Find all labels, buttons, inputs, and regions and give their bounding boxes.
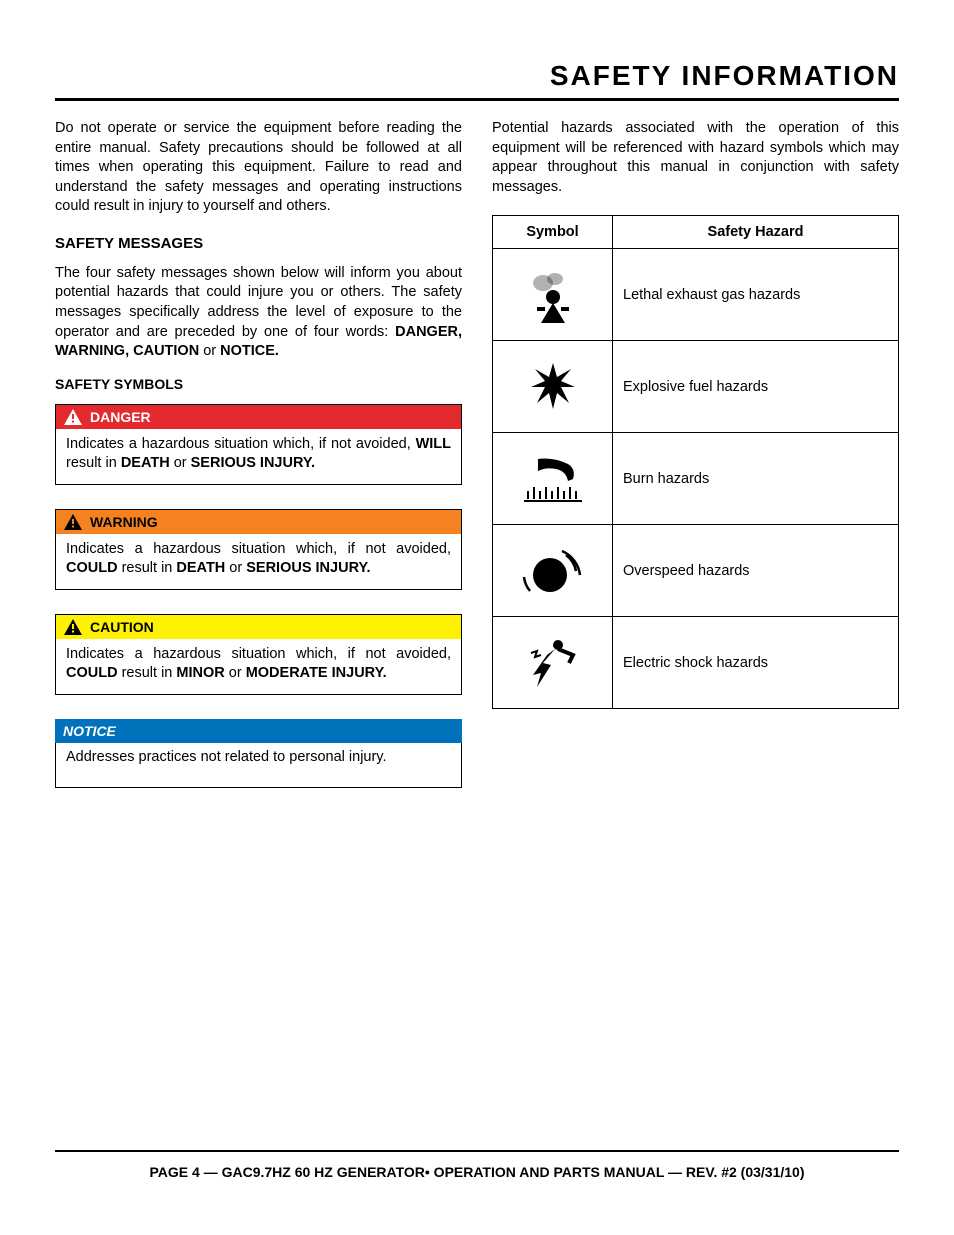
danger-body: Indicates a hazardous situation which, i… — [56, 429, 461, 484]
hazard-table: Symbol Safety Hazard — [492, 215, 899, 709]
symbol-cell — [493, 433, 613, 525]
text: Indicates a hazardous situation which, i… — [66, 436, 416, 452]
table-row: Overspeed hazards — [493, 525, 899, 617]
table-row: Electric shock hazards — [493, 617, 899, 709]
safety-notice-bold: NOTICE. — [220, 343, 279, 359]
caution-label: CAUTION — [90, 619, 154, 635]
hazard-cell: Lethal exhaust gas hazards — [613, 249, 899, 341]
exhaust-gas-icon — [523, 265, 583, 325]
right-intro-paragraph: Potential hazards associated with the op… — [492, 119, 899, 197]
left-column: Do not operate or service the equipment … — [55, 119, 462, 812]
danger-header: DANGER — [56, 405, 461, 429]
overspeed-icon — [520, 541, 586, 601]
caution-header: CAUTION — [56, 615, 461, 639]
notice-body: Addresses practices not related to perso… — [55, 743, 462, 788]
text: Indicates a hazardous situation which, i… — [66, 646, 451, 662]
table-row: Explosive fuel hazards — [493, 341, 899, 433]
hazard-cell: Electric shock hazards — [613, 617, 899, 709]
explosion-icon — [523, 357, 583, 417]
text: Indicates a hazardous situation which, i… — [66, 541, 451, 557]
text-bold: DEATH — [176, 560, 225, 576]
text: result in — [66, 455, 121, 471]
caution-body: Indicates a hazardous situation which, i… — [56, 639, 461, 694]
danger-label: DANGER — [90, 409, 151, 425]
symbol-cell — [493, 617, 613, 709]
text: or — [170, 455, 191, 471]
notice-box: NOTICE Addresses practices not related t… — [55, 719, 462, 788]
table-row: Burn hazards — [493, 433, 899, 525]
safety-messages-paragraph: The four safety messages shown below wil… — [55, 264, 462, 362]
page-title: SAFETY INFORMATION — [55, 60, 899, 101]
right-column: Potential hazards associated with the op… — [492, 119, 899, 812]
text: result in — [118, 560, 177, 576]
text: or — [199, 343, 220, 359]
text-bold: COULD — [66, 560, 118, 576]
text: result in — [118, 665, 177, 681]
symbol-cell — [493, 249, 613, 341]
warning-label: WARNING — [90, 514, 158, 530]
electric-shock-icon — [523, 633, 583, 693]
text-bold: MODERATE INJURY. — [246, 665, 387, 681]
hazard-cell: Explosive fuel hazards — [613, 341, 899, 433]
safety-messages-heading: SAFETY MESSAGES — [55, 235, 462, 252]
hazard-cell: Overspeed hazards — [613, 525, 899, 617]
warning-box: WARNING Indicates a hazardous situation … — [55, 509, 462, 590]
safety-symbols-heading: SAFETY SYMBOLS — [55, 376, 462, 392]
text-bold: COULD — [66, 665, 118, 681]
col-symbol: Symbol — [493, 216, 613, 249]
text-bold: WILL — [416, 436, 451, 452]
text-bold: SERIOUS INJURY. — [246, 560, 370, 576]
alert-triangle-icon — [64, 409, 82, 425]
symbol-cell — [493, 341, 613, 433]
content-columns: Do not operate or service the equipment … — [55, 119, 899, 812]
danger-box: DANGER Indicates a hazardous situation w… — [55, 404, 462, 485]
hazard-cell: Burn hazards — [613, 433, 899, 525]
text-bold: MINOR — [176, 665, 224, 681]
warning-header: WARNING — [56, 510, 461, 534]
intro-paragraph: Do not operate or service the equipment … — [55, 119, 462, 217]
caution-box: CAUTION Indicates a hazardous situation … — [55, 614, 462, 695]
col-hazard: Safety Hazard — [613, 216, 899, 249]
notice-label: NOTICE — [63, 723, 116, 739]
warning-body: Indicates a hazardous situation which, i… — [56, 534, 461, 589]
symbol-cell — [493, 525, 613, 617]
burn-icon — [518, 449, 588, 509]
text: or — [225, 560, 246, 576]
notice-header: NOTICE — [55, 719, 462, 743]
alert-triangle-icon — [64, 619, 82, 635]
text-bold: SERIOUS INJURY. — [191, 455, 315, 471]
table-row: Lethal exhaust gas hazards — [493, 249, 899, 341]
table-header-row: Symbol Safety Hazard — [493, 216, 899, 249]
alert-triangle-icon — [64, 514, 82, 530]
text: or — [225, 665, 246, 681]
text-bold: DEATH — [121, 455, 170, 471]
page-footer: PAGE 4 — GAC9.7HZ 60 HZ GENERATOR• OPERA… — [55, 1150, 899, 1180]
